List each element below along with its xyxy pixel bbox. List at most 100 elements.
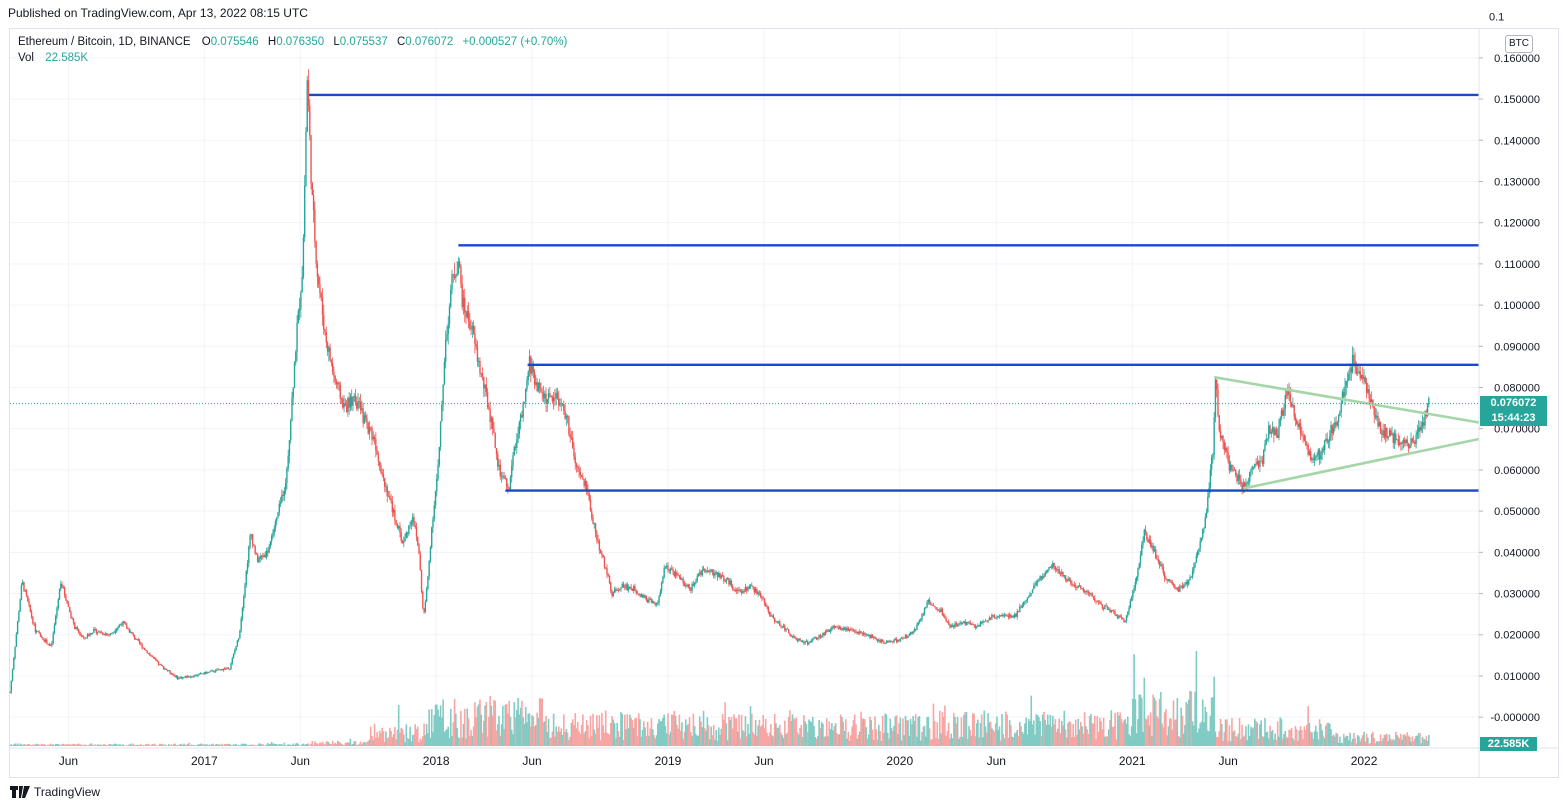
volume-bar [260,744,263,746]
candle-body [594,523,597,533]
candle-body [1397,439,1400,445]
candle-body [1332,427,1335,434]
candle-body [940,608,942,612]
candle-body [306,80,308,132]
volume-bar [878,724,880,746]
volume-bar [343,745,345,746]
candle-body [1132,590,1134,598]
volume-bar [302,743,305,746]
volume-bar [673,710,676,746]
volume-bar [51,744,53,746]
volume-bar [1374,743,1377,746]
candle-body [1202,529,1204,538]
candle-body [1400,442,1402,444]
volume-bar [237,745,240,746]
volume-bar [1398,738,1401,746]
candle-body [841,628,843,630]
volume-bar [359,741,362,746]
candle-body [481,373,484,377]
candle-body [85,637,87,639]
volume-bar [118,744,121,746]
volume-bar [1325,725,1327,746]
candle-body [192,676,194,678]
volume-bar [880,740,883,746]
candle-body [911,632,913,634]
volume-bar [255,745,258,746]
candle-body [337,382,339,385]
volume-bar [169,745,171,746]
volume-bar [646,721,649,746]
volume-bar [422,736,424,746]
candle-body [259,556,261,559]
volume-bar [1348,740,1350,746]
volume-bar [809,721,812,746]
volume-bar [476,706,479,746]
volume-bar [1238,718,1241,746]
candle-body [55,616,57,625]
volume-bar [418,742,420,746]
volume-bar [133,744,136,746]
candle-body [1034,584,1036,586]
volume-bar [1054,719,1057,746]
candle-body [1035,582,1038,585]
candle-body [1054,566,1057,570]
candle-body [223,668,226,670]
volume-bar [380,733,382,746]
candle-body [77,628,80,632]
volume-bar [189,745,192,746]
candle-body [988,617,991,621]
volume-bar [1194,691,1196,746]
candle-body [109,633,112,635]
y-tick-label: 0.040000 [1494,547,1540,559]
volume-bar [1412,741,1415,746]
volume-bar [777,727,780,746]
volume-bar [320,743,323,746]
candle-body [203,672,206,674]
candle-body [400,532,402,541]
volume-bar [9,745,11,746]
volume-bar [804,721,806,746]
candle-body [438,446,441,465]
volume-bar [1152,694,1154,746]
volume-bar [1102,717,1105,746]
volume-bar [432,732,434,746]
volume-bar [1297,740,1299,746]
candle-body [549,393,551,396]
candle-body [658,596,660,603]
candle-body [253,544,255,546]
candle-body [1386,428,1388,439]
currency-button[interactable]: BTC [1505,35,1533,53]
volume-bar [143,745,146,746]
candle-body [1419,427,1421,431]
y-tick-label: 0.110000 [1495,259,1540,271]
candle-body [746,586,748,591]
volume-bar [29,744,32,746]
volume-bar [1257,738,1260,746]
volume-bar [14,743,16,746]
volume-bar [735,718,738,746]
volume-bar [390,730,392,746]
volume-bar [496,724,499,746]
volume-bar [477,704,480,746]
candle-body [472,325,475,334]
candle-body [744,586,747,592]
volume-bar [942,716,945,746]
candle-body [1298,423,1300,428]
candle-body [1128,607,1130,612]
candle-body [1188,580,1190,585]
volume-bar [795,717,798,746]
symbol-label[interactable]: Ethereum / Bitcoin, 1D, BINANCE [18,36,191,48]
candle-body [1006,615,1008,617]
candle-body [925,607,927,609]
volume-label[interactable]: Vol [18,52,34,64]
volume-bar [543,721,546,746]
candle-body [627,587,630,590]
volume-bar [319,742,321,746]
candle-body [419,553,421,570]
candle-body [1167,579,1170,581]
volume-bar [251,744,254,746]
volume-bar [150,745,152,746]
candle-body [52,633,54,643]
candle-body [1137,568,1139,578]
